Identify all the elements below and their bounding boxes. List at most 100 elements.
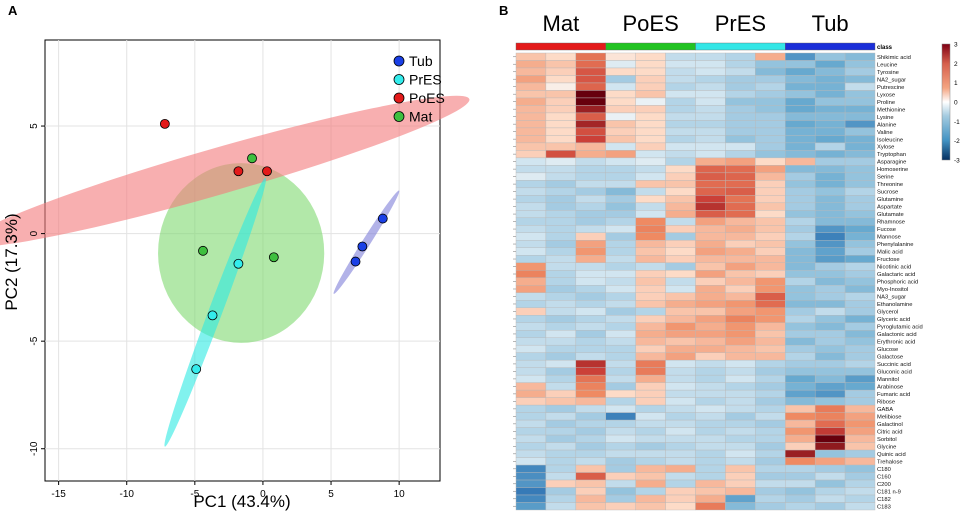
heatmap-cell xyxy=(605,374,636,383)
heatmap-cell xyxy=(635,75,666,84)
row-label: Alanine xyxy=(877,122,896,128)
row-label: Galactonic acid xyxy=(877,332,917,338)
row-label: Tyrosine xyxy=(877,70,899,76)
heatmap-cell xyxy=(755,255,786,263)
heatmap-cell xyxy=(695,277,726,286)
heatmap-cell xyxy=(635,285,666,293)
heatmap-cell xyxy=(575,367,606,376)
heatmap-cell xyxy=(605,315,636,323)
heatmap-cell xyxy=(695,300,726,308)
row-label: Citric acid xyxy=(877,429,902,435)
y-tick-label: 0 xyxy=(29,230,40,236)
heatmap-cell xyxy=(665,52,696,61)
heatmap-cell xyxy=(725,315,756,323)
heatmap-cell xyxy=(545,434,577,443)
heatmap-cell xyxy=(605,217,636,226)
heatmap-cell xyxy=(605,397,636,406)
heatmap-cell xyxy=(725,382,756,391)
heatmap-cell xyxy=(605,232,636,241)
heatmap-cell xyxy=(635,52,666,61)
heatmap-cell xyxy=(635,105,666,114)
heatmap-cell xyxy=(575,419,606,428)
heatmap-cell xyxy=(725,262,756,271)
heatmap-cell xyxy=(515,52,547,61)
point-pres xyxy=(207,310,218,321)
point-pres xyxy=(191,364,202,375)
heatmap-cell xyxy=(785,344,816,353)
row-label: Myo-Inositol xyxy=(877,287,908,293)
heatmap-cell xyxy=(755,344,786,353)
heatmap-cell xyxy=(725,300,756,308)
heatmap-cell xyxy=(785,367,816,376)
heatmap-cell xyxy=(695,270,726,278)
heatmap-cell xyxy=(725,457,756,466)
heatmap-cell xyxy=(575,210,606,219)
heatmap-cell xyxy=(725,82,756,91)
heatmap-cell xyxy=(515,135,547,144)
heatmap-cell xyxy=(814,472,846,481)
heatmap-cell xyxy=(755,112,786,121)
heatmap-cell xyxy=(695,142,726,151)
heatmap-cell xyxy=(545,337,577,346)
row-label: Ribose xyxy=(877,399,895,405)
heatmap-cell xyxy=(725,150,756,159)
heatmap-cell xyxy=(545,442,577,451)
heatmap-cell xyxy=(635,434,666,443)
heatmap-cell xyxy=(814,329,846,338)
heatmap-cell xyxy=(575,337,606,346)
heatmap-cell xyxy=(545,457,577,466)
heatmap-cell xyxy=(695,180,726,189)
heatmap-cell xyxy=(605,82,636,91)
heatmap-cell xyxy=(635,502,666,511)
heatmap-cell xyxy=(575,120,606,129)
heatmap-cell xyxy=(605,337,636,346)
heatmap-cell xyxy=(844,255,876,263)
heatmap-cell xyxy=(515,285,547,293)
heatmap-cell xyxy=(725,427,756,436)
heatmap-cell xyxy=(515,127,547,136)
heatmap-cell xyxy=(785,382,816,391)
heatmap-cell xyxy=(844,240,876,248)
heatmap-cell xyxy=(725,180,756,189)
heatmap-cell xyxy=(755,180,786,189)
heatmap-cell xyxy=(605,202,636,211)
heatmap-cell xyxy=(755,217,786,226)
heatmap-cell xyxy=(755,315,786,323)
heatmap-cell xyxy=(785,374,816,383)
heatmap-cell xyxy=(545,389,577,398)
heatmap-cell xyxy=(545,412,577,421)
group-label-tub: Tub xyxy=(812,11,849,36)
heatmap-cell xyxy=(605,127,636,136)
heatmap-cell xyxy=(844,180,876,189)
heatmap-cell xyxy=(695,217,726,226)
heatmap-cell xyxy=(755,494,786,503)
heatmap-cell xyxy=(755,172,786,181)
heatmap-cell xyxy=(515,187,547,196)
heatmap-cell xyxy=(575,315,606,323)
heatmap-cell xyxy=(814,419,846,428)
heatmap-cell xyxy=(635,255,666,263)
heatmap-cell xyxy=(725,307,756,316)
heatmap-cell xyxy=(695,157,726,166)
heatmap-cell xyxy=(545,307,577,316)
heatmap-cell xyxy=(844,449,876,458)
heatmap-cell xyxy=(575,112,606,121)
heatmap-cell xyxy=(635,157,666,166)
heatmap-cell xyxy=(814,277,846,286)
row-label: Aspartate xyxy=(877,205,902,211)
row-label: Pyroglutamic acid xyxy=(877,325,923,331)
heatmap-cell xyxy=(515,494,547,503)
heatmap-cell xyxy=(814,202,846,211)
heatmap-cell xyxy=(814,195,846,204)
heatmap-cell xyxy=(695,449,726,458)
heatmap-cell xyxy=(665,389,696,398)
heatmap-cell xyxy=(575,322,606,331)
heatmap-cell xyxy=(665,255,696,263)
heatmap-cell xyxy=(814,464,846,473)
heatmap-cell xyxy=(814,322,846,331)
heatmap-cell xyxy=(665,352,696,361)
heatmap-cell xyxy=(635,322,666,331)
heatmap-cell xyxy=(755,419,786,428)
heatmap-cell xyxy=(755,502,786,511)
y-tick-label: -10 xyxy=(29,441,40,456)
